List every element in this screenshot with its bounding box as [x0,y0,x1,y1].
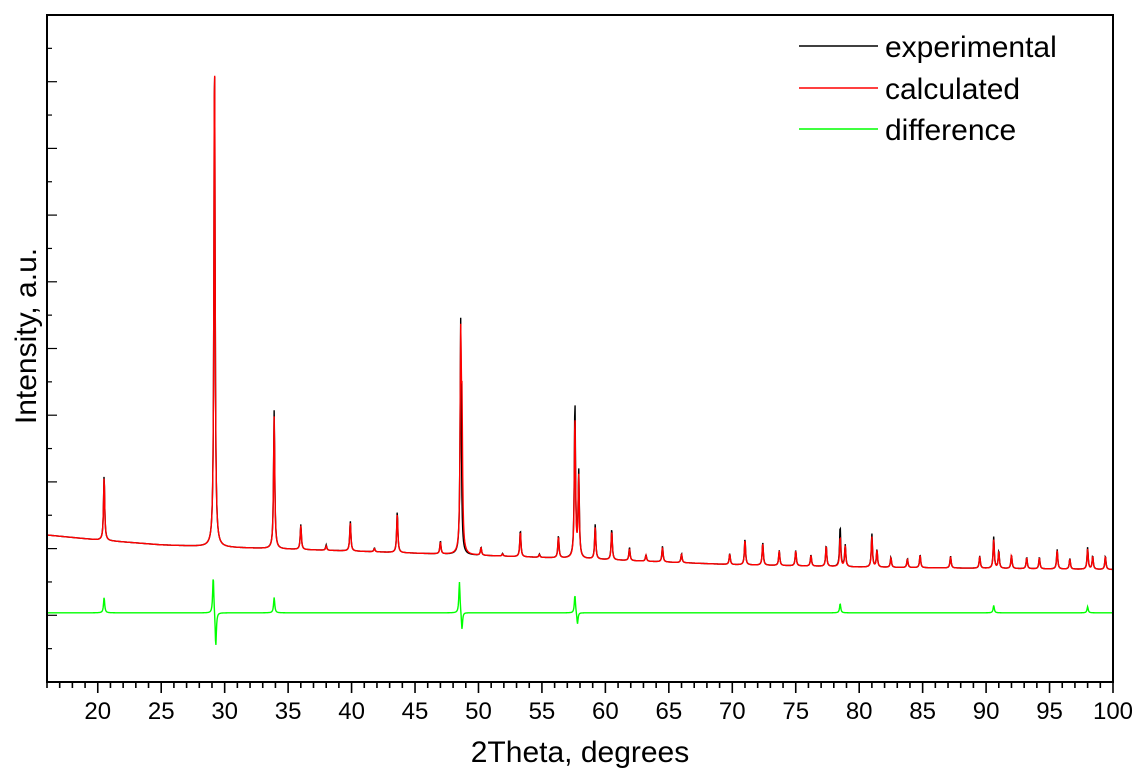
series-line-calculated [46,75,1114,571]
x-tick-label: 85 [909,698,936,725]
x-tick-label: 70 [719,698,746,725]
y-axis-ticks [47,14,57,683]
x-tick-label: 40 [338,698,365,725]
x-axis-title: 2Theta, degrees [471,736,689,769]
x-tick-label: 30 [211,698,238,725]
x-tick-label: 45 [402,698,429,725]
x-tick-label: 95 [1036,698,1063,725]
x-tick-label: 50 [465,698,492,725]
legend: experimental calculated difference [799,31,1057,147]
y-axis-title: Intensity, a.u. [10,248,43,424]
x-tick-label: 80 [846,698,873,725]
legend-label-calculated: calculated [885,73,1020,106]
legend-label-experimental: experimental [885,31,1057,64]
series-layer [46,75,1114,645]
series-line-experimental [46,76,1114,571]
x-tick-label: 90 [973,698,1000,725]
x-tick-label: 20 [84,698,111,725]
x-axis-ticks: 20 25 30 35 40 45 50 55 60 65 70 75 80 85 90 95 100 [46,682,1133,725]
x-tick-label: 100 [1093,698,1133,725]
x-tick-label: 35 [275,698,302,725]
x-tick-label: 60 [592,698,619,725]
series-line-difference [47,579,1113,645]
x-tick-label: 65 [655,698,682,725]
legend-label-difference: difference [885,114,1016,147]
x-tick-label: 25 [148,698,175,725]
x-tick-label: 55 [529,698,556,725]
x-tick-label: 75 [782,698,809,725]
